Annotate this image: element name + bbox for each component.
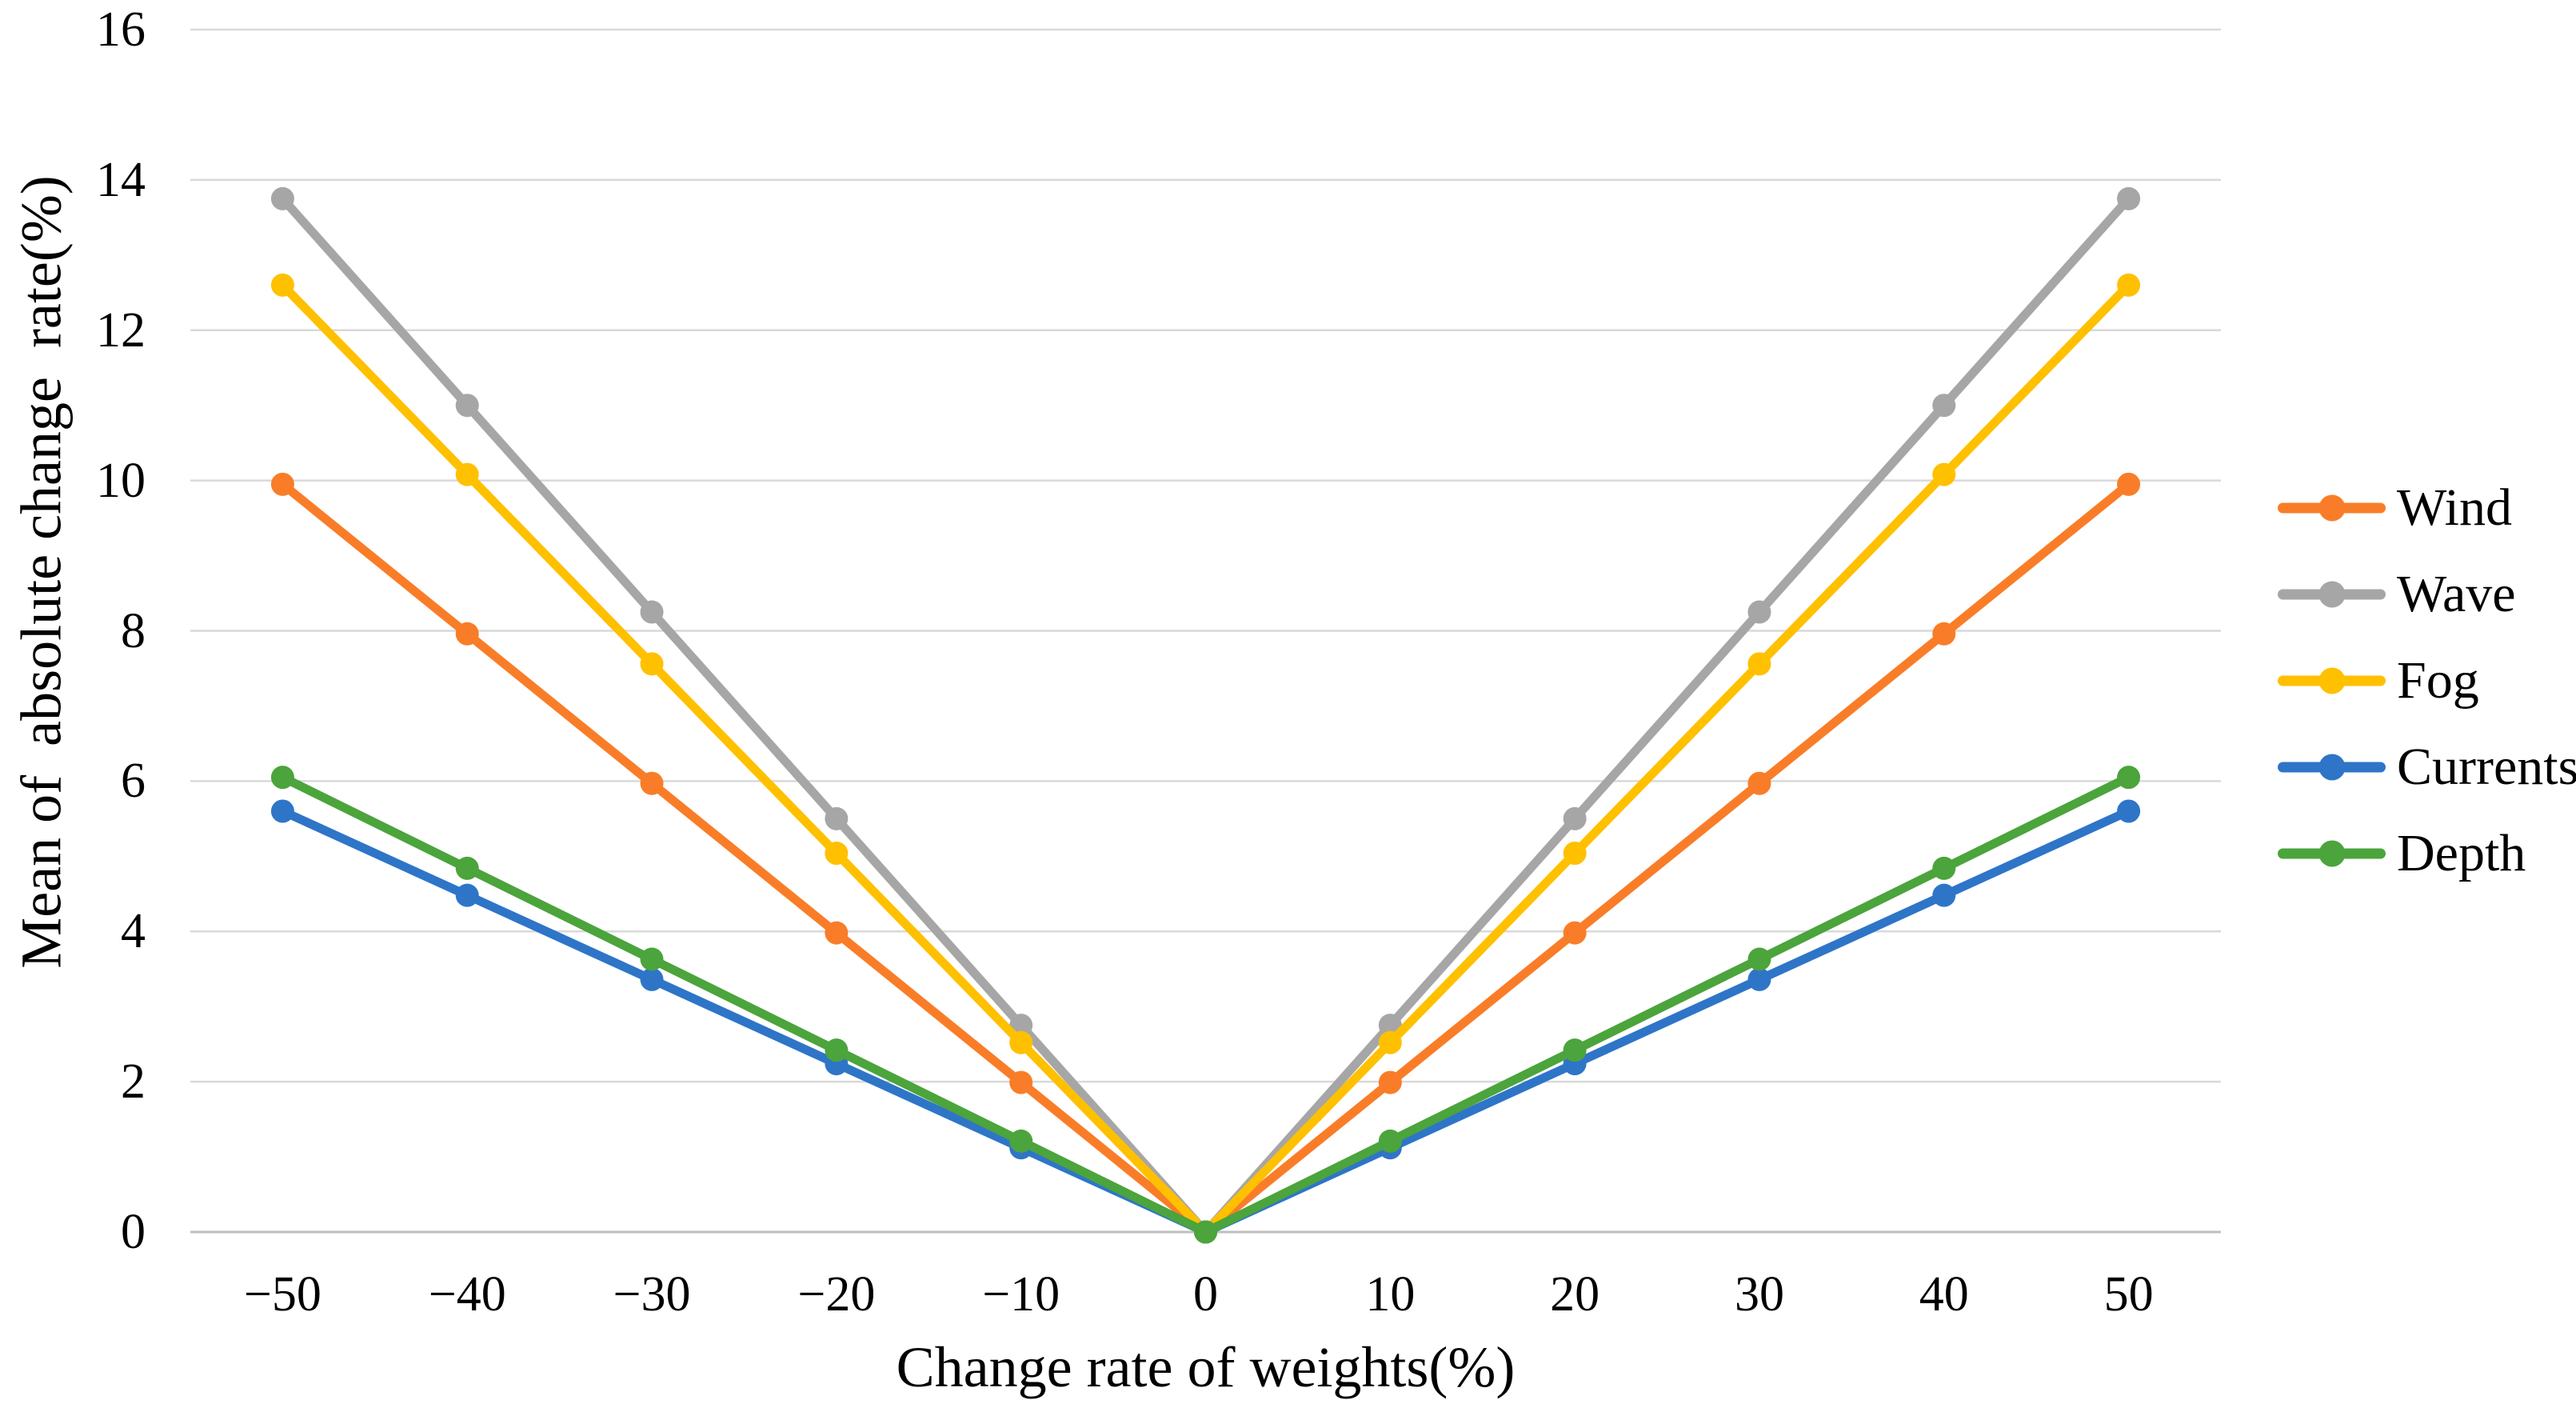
series-line-fog: [278, 280, 2134, 1237]
data-point-depth-x50: [2117, 766, 2141, 790]
x-tick-label-20: 20: [1550, 1267, 1600, 1322]
data-point-fog-x30: [1747, 652, 1771, 676]
data-point-depth-x20: [1563, 1038, 1587, 1062]
data-point-depth-x-40: [455, 856, 479, 880]
data-point-wave-x50: [2117, 186, 2141, 210]
data-point-depth-x-30: [640, 947, 664, 971]
series-line-depth: [278, 773, 2134, 1237]
data-point-fog-x-40: [455, 462, 479, 486]
legend-item-currents: Currents: [2278, 737, 2576, 798]
data-point-wind-x-40: [455, 622, 479, 646]
legend-label-wind: Wind: [2397, 478, 2512, 537]
legend-label-fog: Fog: [2397, 651, 2479, 710]
y-tick-label-2: 2: [121, 1054, 146, 1110]
legend-label-depth: Depth: [2397, 824, 2526, 882]
data-point-fog-x20: [1563, 842, 1587, 866]
legend-marker-fog-line-dot-icon: [2278, 666, 2386, 695]
data-point-wave-x-30: [640, 600, 664, 624]
data-point-wave-x-50: [270, 186, 294, 210]
data-point-currents-x-40: [455, 883, 479, 907]
legend-item-depth: Depth: [2278, 823, 2576, 884]
data-point-fog-x-50: [270, 273, 294, 297]
data-point-currents-x-50: [270, 799, 294, 823]
data-point-fog-x-30: [640, 652, 664, 676]
data-point-depth-x-50: [270, 766, 294, 790]
data-point-wave-x20: [1563, 806, 1587, 830]
legend-label-wave: Wave: [2397, 565, 2516, 623]
data-point-fog-x-20: [825, 842, 849, 866]
data-point-fog-x50: [2117, 273, 2141, 297]
legend-marker-depth-line-dot-icon: [2278, 839, 2386, 868]
data-point-wind-x10: [1378, 1070, 1402, 1094]
y-tick-label-12: 12: [96, 302, 146, 358]
data-point-wind-x-30: [640, 771, 664, 795]
x-tick-label-40: 40: [1919, 1267, 1969, 1322]
data-point-wind-x50: [2117, 472, 2141, 496]
data-point-currents-x50: [2117, 799, 2141, 823]
series-line-wind: [278, 479, 2134, 1237]
legend-marker-wave-line-dot-icon: [2278, 580, 2386, 609]
x-tick-label--20: −20: [797, 1267, 876, 1322]
data-point-depth-x30: [1747, 947, 1771, 971]
x-tick-label--50: −50: [243, 1267, 322, 1322]
data-point-fog-x10: [1378, 1030, 1402, 1054]
x-tick-label-50: 50: [2103, 1267, 2154, 1322]
x-tick-label-10: 10: [1365, 1267, 1416, 1322]
y-tick-label-14: 14: [96, 152, 146, 207]
legend-item-fog: Fog: [2278, 650, 2576, 711]
y-tick-label-0: 0: [121, 1205, 146, 1259]
data-point-wave-x-20: [825, 806, 849, 830]
data-point-currents-x30: [1747, 967, 1771, 991]
data-point-wave-x-40: [455, 394, 479, 418]
y-tick-label-4: 4: [121, 904, 146, 959]
data-point-wave-x30: [1747, 600, 1771, 624]
legend-item-wind: Wind: [2278, 478, 2576, 538]
x-tick-label--30: −30: [613, 1267, 691, 1322]
x-tick-label-30: 30: [1734, 1267, 1784, 1322]
legend-label-currents: Currents: [2397, 738, 2576, 796]
data-point-wind-x-10: [1009, 1070, 1033, 1094]
data-point-wind-x20: [1563, 921, 1587, 945]
data-point-wind-x30: [1747, 771, 1771, 795]
x-tick-label-0: 0: [1193, 1267, 1218, 1322]
data-point-currents-x-30: [640, 967, 664, 991]
data-point-fog-x-10: [1009, 1030, 1033, 1054]
data-point-depth-x-20: [825, 1038, 849, 1062]
y-tick-label-8: 8: [121, 603, 146, 658]
y-tick-label-10: 10: [96, 453, 146, 508]
data-point-depth-x10: [1378, 1129, 1402, 1153]
legend-marker-currents-line-dot-icon: [2278, 753, 2386, 782]
data-point-depth-x0: [1194, 1220, 1217, 1244]
data-point-fog-x40: [1932, 462, 1956, 486]
x-axis-title: Change rate of weights(%): [896, 1335, 1516, 1399]
legend: Wind Wave Fog Currents Depth: [2278, 478, 2576, 884]
x-tick-label--40: −40: [428, 1267, 506, 1322]
series-line-currents: [278, 806, 2134, 1237]
data-point-wind-x40: [1932, 622, 1956, 646]
legend-item-wave: Wave: [2278, 564, 2576, 625]
data-point-depth-x-10: [1009, 1129, 1033, 1153]
data-point-currents-x40: [1932, 883, 1956, 907]
data-point-depth-x40: [1932, 856, 1956, 880]
data-point-wind-x-50: [270, 472, 294, 496]
data-point-wind-x-20: [825, 921, 849, 945]
data-point-wave-x40: [1932, 394, 1956, 418]
y-axis-title: Mean of absolute change rate(%): [9, 175, 74, 969]
x-tick-label--10: −10: [982, 1267, 1060, 1322]
series-line-wave: [278, 194, 2134, 1237]
y-tick-label-16: 16: [96, 2, 146, 57]
legend-marker-wind-line-dot-icon: [2278, 494, 2386, 522]
y-tick-label-6: 6: [121, 754, 146, 809]
